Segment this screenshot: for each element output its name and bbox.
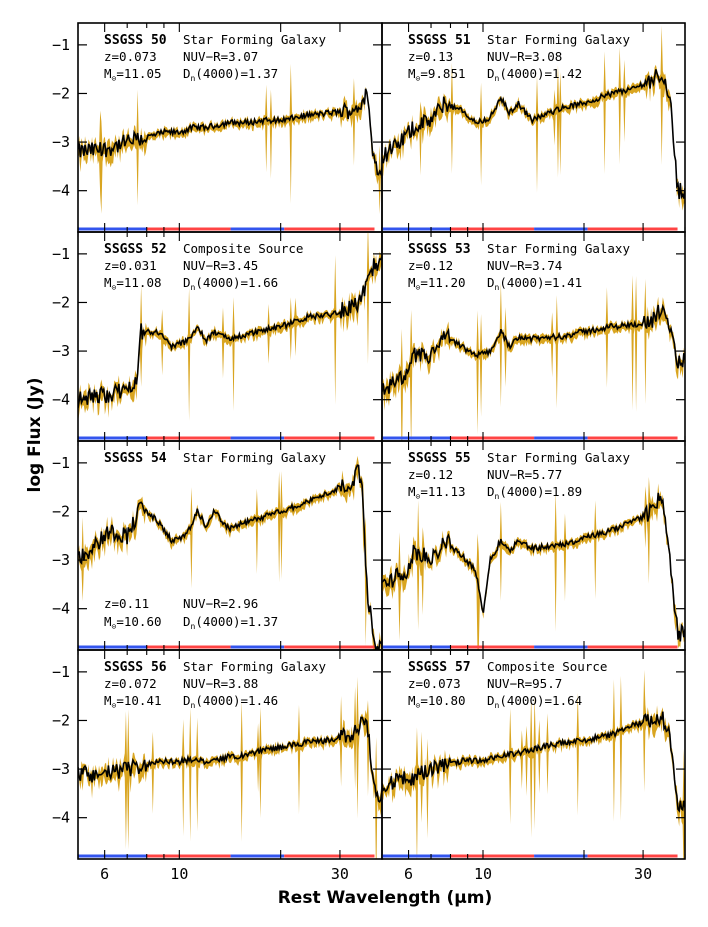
nuv-r-label: NUV−R=3.07	[183, 49, 258, 64]
spectrum-panel-8: SSGSS 57 Composite Source z=0.073 NUV−R=95.…	[382, 650, 685, 888]
source-id-label: SSGSS 54	[104, 451, 167, 466]
x-axis-title: Rest Wavelength (μm)	[278, 888, 493, 908]
redshift-label: z=0.031	[104, 258, 157, 273]
nuv-r-label: NUV−R=3.45	[183, 258, 258, 273]
y-tick-label: −3	[52, 133, 70, 151]
y-tick-label: −4	[52, 391, 70, 409]
source-class-label: Star Forming Galaxy	[183, 32, 326, 47]
uncertainty-band	[382, 477, 685, 655]
stellar-mass-label: M⊙=11.13	[408, 484, 466, 501]
spectrum-panel-7: SSGSS 56 Star Forming Galaxy z=0.072 NUV−R=…	[78, 650, 382, 893]
spectrum-panel-5: SSGSS 54 Star Forming Galaxy z=0.11 NUV−R=2…	[78, 441, 382, 665]
y-tick-label: −1	[52, 245, 70, 263]
uncertainty-band	[78, 677, 382, 893]
y-tick-label: −2	[52, 711, 70, 729]
source-id-label: SSGSS 57	[408, 660, 471, 675]
redshift-label: z=0.12	[408, 467, 453, 482]
x-tick-label: 10	[170, 865, 188, 883]
source-id-label: SSGSS 50	[104, 33, 167, 48]
dn4000-label: Dn(4000)=1.37	[183, 614, 278, 631]
y-axis-title: log Flux (Jy)	[25, 378, 45, 493]
uncertainty-band	[78, 456, 382, 665]
y-tick-label: −4	[52, 182, 70, 200]
source-class-label: Star Forming Galaxy	[487, 32, 630, 47]
uncertainty-band	[382, 275, 685, 476]
dn4000-label: Dn(4000)=1.66	[183, 275, 278, 292]
source-class-label: Star Forming Galaxy	[487, 241, 630, 256]
x-tick-label: 6	[404, 865, 413, 883]
stellar-mass-label: M⊙=10.80	[408, 693, 466, 710]
dn4000-label: Dn(4000)=1.64	[487, 693, 582, 710]
x-tick-label: 30	[634, 865, 652, 883]
y-tick-label: −1	[52, 454, 70, 472]
source-class-label: Star Forming Galaxy	[487, 450, 630, 465]
y-tick-label: −3	[52, 760, 70, 778]
y-tick-label: −4	[52, 809, 70, 827]
x-tick-label: 10	[474, 865, 492, 883]
nuv-r-label: NUV−R=3.88	[183, 676, 258, 691]
spectrum-panel-4: SSGSS 53 Star Forming Galaxy z=0.12 NUV−R=3…	[382, 232, 685, 476]
y-tick-label: −2	[52, 84, 70, 102]
source-id-label: SSGSS 56	[104, 660, 167, 675]
nuv-r-label: NUV−R=95.7	[487, 676, 562, 691]
y-tick-label: −3	[52, 342, 70, 360]
stellar-mass-label: M⊙=11.20	[408, 275, 466, 292]
x-tick-label: 30	[331, 865, 349, 883]
spectrum-panel-3: SSGSS 52 Composite Source z=0.031 NUV−R=3.4…	[78, 223, 382, 441]
nuv-r-label: NUV−R=5.77	[487, 467, 562, 482]
source-id-label: SSGSS 52	[104, 242, 167, 257]
y-tick-label: −1	[52, 36, 70, 54]
y-tick-label: −2	[52, 293, 70, 311]
dn4000-label: Dn(4000)=1.37	[183, 66, 278, 83]
y-tick-label: −1	[52, 663, 70, 681]
spectrum-series-line	[382, 493, 685, 642]
source-id-label: SSGSS 55	[408, 451, 471, 466]
stellar-mass-label: M⊙=9.851	[408, 66, 466, 83]
stellar-mass-label: M⊙=10.60	[104, 614, 162, 631]
spectrum-panel-6: SSGSS 55 Star Forming Galaxy z=0.12 NUV−R=5…	[382, 441, 685, 655]
redshift-label: z=0.073	[408, 676, 461, 691]
nuv-r-label: NUV−R=3.74	[487, 258, 562, 273]
source-class-label: Composite Source	[487, 659, 607, 674]
x-tick-label: 6	[100, 865, 109, 883]
redshift-label: z=0.12	[408, 258, 453, 273]
source-class-label: Composite Source	[183, 241, 303, 256]
spectrum-series-line	[382, 305, 685, 395]
dn4000-label: Dn(4000)=1.89	[487, 484, 582, 501]
source-id-label: SSGSS 53	[408, 242, 471, 257]
redshift-label: z=0.13	[408, 49, 453, 64]
redshift-label: z=0.073	[104, 49, 157, 64]
stellar-mass-label: M⊙=11.05	[104, 66, 162, 83]
y-tick-label: −2	[52, 502, 70, 520]
nuv-r-label: NUV−R=2.96	[183, 596, 258, 611]
spectrum-panel-1: SSGSS 50 Star Forming Galaxy z=0.073 NUV−R=…	[78, 23, 382, 232]
dn4000-label: Dn(4000)=1.41	[487, 275, 582, 292]
dn4000-label: Dn(4000)=1.46	[183, 693, 278, 710]
y-tick-label: −3	[52, 551, 70, 569]
stellar-mass-label: M⊙=11.08	[104, 275, 162, 292]
redshift-label: z=0.072	[104, 676, 157, 691]
source-id-label: SSGSS 51	[408, 33, 471, 48]
spectrum-panel-2: SSGSS 51 Star Forming Galaxy z=0.13 NUV−R=3…	[382, 23, 685, 232]
redshift-label: z=0.11	[104, 596, 149, 611]
stellar-mass-label: M⊙=10.41	[104, 693, 162, 710]
source-class-label: Star Forming Galaxy	[183, 450, 326, 465]
y-tick-label: −4	[52, 600, 70, 618]
dn4000-label: Dn(4000)=1.42	[487, 66, 582, 83]
nuv-r-label: NUV−R=3.08	[487, 49, 562, 64]
source-class-label: Star Forming Galaxy	[183, 659, 326, 674]
